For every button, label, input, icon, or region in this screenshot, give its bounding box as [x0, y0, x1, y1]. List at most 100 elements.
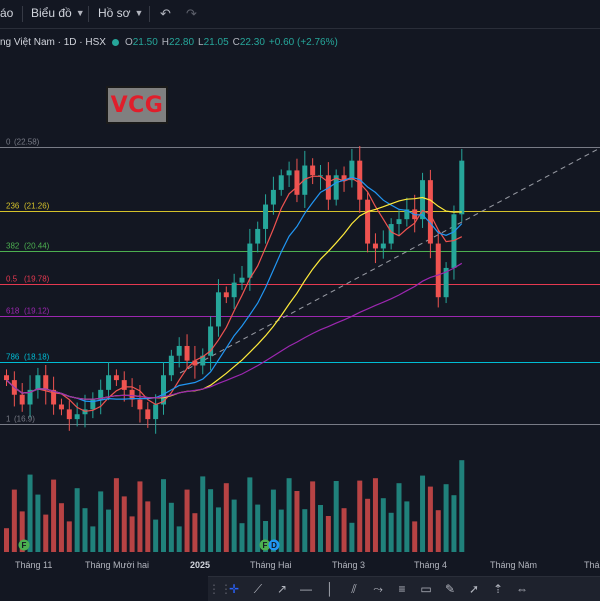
chart-menu-button[interactable]: Biểu đồ ▼ — [31, 6, 85, 20]
undo-icon[interactable]: ↶ — [160, 6, 171, 21]
volume-bar — [333, 481, 339, 552]
brush-icon[interactable]: ✎ — [444, 582, 456, 596]
candle-body — [19, 394, 25, 405]
candle-body — [388, 224, 394, 244]
fib-retracement-levels — [0, 147, 600, 425]
volume-bar — [318, 505, 323, 552]
volume-bar — [223, 483, 229, 552]
candle-body — [66, 409, 72, 420]
symbol-title[interactable]: ng Việt Nam · 1D · HSX — [0, 36, 106, 48]
time-axis-label: Tháng 3 — [332, 560, 365, 570]
candle-body — [121, 380, 127, 390]
moving-average-line[interactable] — [6, 262, 463, 400]
time-axis-label: Tháng Mười hai — [85, 560, 149, 570]
fib-retracement-icon[interactable]: ≡ — [398, 582, 406, 596]
candle-body — [310, 165, 316, 176]
candle-body — [215, 292, 221, 327]
candle-body — [51, 389, 57, 405]
candle-body — [380, 243, 386, 249]
volume-bar — [51, 479, 57, 552]
volume-bar — [239, 523, 245, 552]
crosshair-icon[interactable]: ✛ — [228, 582, 240, 596]
dashed-trend-line[interactable] — [179, 147, 600, 374]
high-value: 22.80 — [169, 36, 195, 48]
parallel-channel-icon[interactable]: ⫽ — [351, 581, 357, 596]
chevron-down-icon: ▼ — [75, 8, 85, 18]
moving-average-line[interactable] — [6, 175, 463, 412]
event-marker[interactable] — [18, 539, 30, 551]
volume-bar — [4, 528, 9, 552]
candle-body — [427, 180, 433, 244]
measure-icon[interactable]: ⇔ — [516, 582, 528, 596]
volume-bars — [4, 460, 465, 552]
event-marker-label: F — [263, 541, 268, 550]
fib-ratio-label: 0.5 — [6, 275, 18, 284]
volume-bar — [35, 494, 41, 552]
candle-body — [192, 360, 198, 366]
candle-body — [404, 209, 410, 220]
volume-bar — [255, 504, 261, 552]
moving-average-line[interactable] — [6, 176, 463, 403]
long-position-icon[interactable]: ⇡ — [492, 582, 504, 596]
volume-bar — [137, 481, 143, 552]
volume-bar — [294, 491, 300, 552]
candle-body — [90, 399, 96, 410]
trend-line-icon[interactable]: ⟋ — [253, 581, 263, 596]
drag-handle-icon[interactable]: ⋮⋮ — [208, 582, 232, 596]
close-label: C — [232, 36, 240, 48]
profile-menu-button[interactable]: Hồ sơ ▼ — [98, 6, 143, 20]
volume-bar — [113, 478, 119, 552]
toolbar-partial-item[interactable]: áo — [0, 6, 13, 20]
event-marker[interactable] — [268, 539, 280, 551]
volume-bar — [278, 509, 284, 552]
volume-bar — [380, 498, 386, 552]
time-axis-label: Tháng Hai — [250, 560, 292, 570]
fib-price-label: (19.12) — [24, 307, 50, 316]
horizontal-ray-icon[interactable]: — — [300, 582, 312, 596]
redo-icon[interactable]: ↷ — [186, 6, 197, 21]
volume-bar — [263, 521, 269, 552]
candle-body — [278, 175, 284, 190]
fib-price-label: (16.9) — [14, 415, 35, 424]
symbol-legend: ng Việt Nam · 1D · HSX O 21.50 H 22.80 L 21… — [0, 34, 342, 50]
path-icon[interactable]: ⤳ — [373, 581, 383, 596]
rectangle-icon[interactable]: ▭ — [420, 582, 432, 596]
volume-bar — [420, 475, 426, 552]
volume-bar — [388, 512, 394, 552]
time-axis: Tháng 11 Tháng Mười hai 2025 Tháng Hai Tháng… — [15, 560, 600, 570]
candle-body — [270, 189, 276, 205]
ray-icon[interactable]: ↗ — [276, 582, 288, 596]
volume-bar — [129, 516, 135, 552]
arrow-icon[interactable]: ➚ — [468, 582, 480, 596]
volume-bar — [11, 489, 17, 552]
volume-bar — [365, 498, 371, 552]
toolbar-divider — [22, 6, 23, 22]
fib-price-label: (22.58) — [14, 138, 40, 147]
candle-body — [263, 204, 269, 229]
volume-bar — [27, 474, 33, 552]
candle-body — [372, 243, 378, 249]
event-marker[interactable] — [259, 539, 271, 551]
volume-bar — [247, 477, 253, 552]
candle-body — [74, 414, 80, 420]
candle-body — [184, 345, 190, 361]
volume-bar — [396, 483, 402, 552]
candle-body — [247, 243, 253, 278]
candle-body — [435, 243, 441, 298]
volume-bar — [459, 460, 465, 552]
volume-bar — [121, 496, 127, 552]
vertical-line-icon[interactable]: │ — [326, 582, 334, 596]
candle-body — [43, 375, 49, 390]
time-axis-label: Tháng 4 — [414, 560, 447, 570]
candle-body — [286, 170, 292, 176]
volume-bar — [168, 502, 174, 552]
moving-averages — [6, 175, 463, 412]
volume-bar — [58, 503, 64, 552]
candle-body — [168, 355, 174, 376]
volume-bar — [286, 478, 292, 552]
fib-ratio-label: 0 — [6, 138, 11, 147]
fib-ratio-label: 1 — [6, 415, 11, 424]
candle-body — [137, 399, 143, 410]
